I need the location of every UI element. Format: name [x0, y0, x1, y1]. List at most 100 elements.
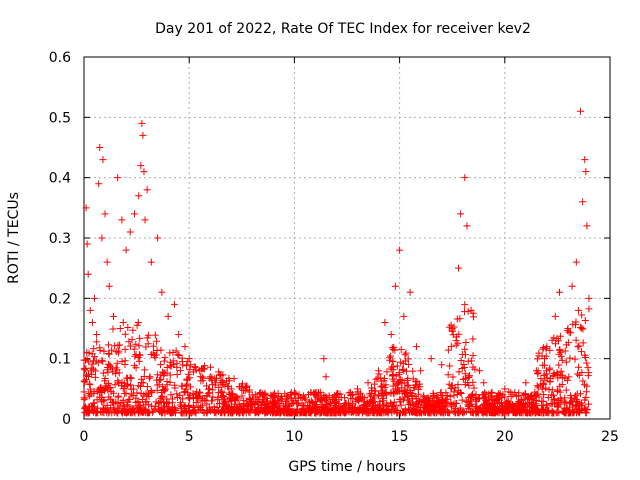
data-point	[136, 334, 144, 342]
data-point	[288, 400, 296, 408]
data-point	[448, 382, 456, 390]
data-point	[568, 282, 576, 290]
data-point	[579, 377, 587, 385]
data-point	[469, 378, 477, 386]
data-point	[334, 390, 342, 398]
data-point	[86, 381, 94, 389]
data-point	[99, 369, 107, 377]
data-point	[347, 395, 355, 403]
data-point	[322, 403, 330, 411]
data-point	[182, 362, 190, 370]
data-point	[389, 389, 397, 397]
data-point	[411, 392, 419, 400]
data-point	[126, 396, 134, 404]
data-point	[557, 352, 565, 360]
data-point	[271, 399, 279, 407]
data-point	[446, 362, 454, 370]
data-point	[585, 400, 593, 408]
data-point	[534, 367, 542, 375]
data-point	[383, 368, 391, 376]
data-point	[111, 381, 119, 389]
data-point	[313, 393, 321, 401]
data-point	[128, 404, 136, 412]
data-point	[178, 354, 186, 362]
data-point	[562, 399, 570, 407]
data-point	[582, 168, 590, 176]
data-point	[190, 406, 198, 414]
data-point	[318, 409, 326, 417]
data-point	[457, 390, 465, 398]
data-point	[96, 346, 104, 354]
data-point	[524, 394, 532, 402]
data-point	[154, 405, 162, 413]
data-point	[413, 403, 421, 411]
data-point	[372, 375, 380, 383]
data-point	[137, 162, 145, 170]
data-point	[245, 394, 253, 402]
data-point	[400, 396, 408, 404]
data-point	[146, 409, 154, 417]
data-point	[326, 399, 334, 407]
data-point	[454, 381, 462, 389]
x-axis: 0 5 10 15 20 25	[80, 57, 619, 445]
data-point	[105, 409, 113, 417]
data-point	[465, 405, 473, 413]
data-point	[149, 407, 157, 415]
data-point	[96, 144, 104, 151]
data-point	[566, 354, 574, 362]
data-point	[409, 407, 417, 415]
data-point	[240, 397, 248, 405]
data-point	[80, 365, 88, 373]
data-point	[170, 361, 178, 369]
data-point	[225, 389, 233, 397]
data-point	[585, 294, 593, 302]
data-point	[136, 383, 144, 391]
data-point	[132, 340, 140, 348]
data-point	[157, 394, 165, 402]
data-point	[161, 409, 169, 417]
data-point	[582, 408, 590, 416]
data-point	[507, 392, 515, 400]
data-point	[143, 392, 151, 400]
y-axis: 0 0.1 0.2 0.3 0.4 0.5 0.6	[49, 50, 610, 428]
data-point	[158, 288, 166, 296]
data-point	[398, 365, 406, 373]
data-point	[205, 404, 213, 412]
data-point	[397, 401, 405, 409]
data-point	[471, 365, 479, 373]
data-point	[442, 401, 450, 409]
data-point	[191, 363, 199, 371]
data-point	[237, 405, 245, 413]
data-point	[576, 409, 584, 417]
x-tick-label: 10	[285, 429, 303, 445]
data-point	[461, 308, 469, 316]
data-point	[476, 394, 484, 402]
data-point	[537, 375, 545, 383]
data-point	[401, 389, 409, 397]
data-point	[453, 315, 461, 323]
data-point	[390, 398, 398, 406]
data-point	[444, 407, 452, 415]
data-point	[320, 405, 328, 413]
y-tick-label: 0.6	[49, 50, 71, 66]
data-point	[539, 379, 547, 387]
data-point	[355, 395, 363, 403]
data-point	[582, 409, 590, 417]
data-point	[176, 391, 184, 399]
data-point	[450, 323, 458, 331]
data-point	[81, 378, 89, 386]
data-point	[284, 393, 292, 401]
data-point	[158, 393, 166, 401]
data-point	[164, 312, 172, 320]
data-point	[112, 348, 120, 356]
data-point	[381, 318, 389, 326]
data-point	[179, 361, 187, 369]
data-point	[574, 306, 582, 314]
data-point	[540, 391, 548, 399]
data-point	[454, 408, 462, 416]
data-point	[109, 312, 117, 320]
data-point	[429, 406, 437, 414]
data-point	[148, 402, 156, 410]
data-point	[376, 398, 384, 406]
data-point	[576, 323, 584, 331]
